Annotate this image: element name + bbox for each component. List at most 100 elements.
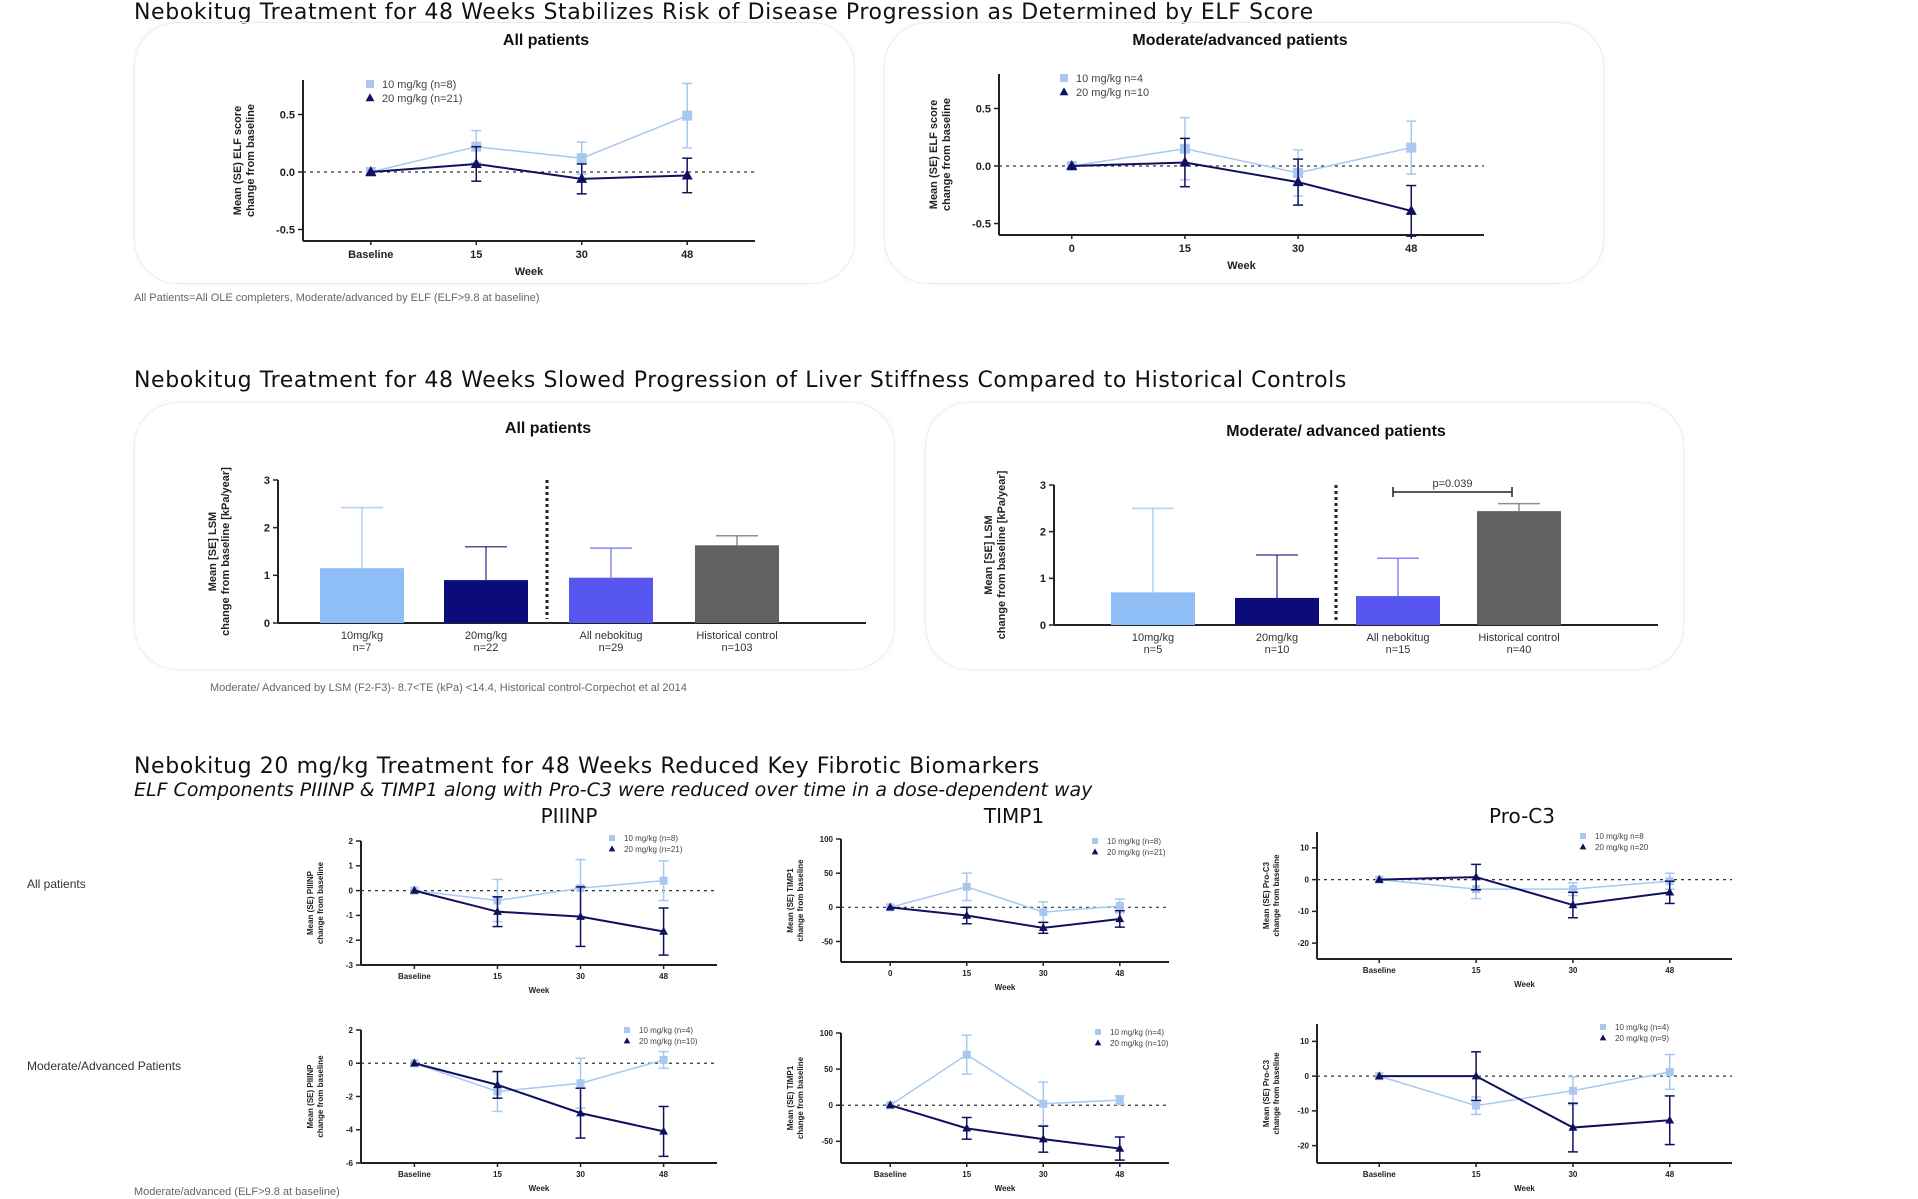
- x-tick-label: 0: [888, 969, 893, 978]
- data-point-20mg: [681, 169, 693, 180]
- y-axis-label: change from baseline [kPa/year]: [996, 470, 1008, 639]
- y-axis-label: Mean [SE] LSM: [983, 515, 995, 594]
- x-tick-label: 48: [1115, 1170, 1124, 1179]
- data-point-20mg: [1471, 872, 1481, 881]
- y-axis-label: Mean (SE) Pro-C3: [1262, 861, 1271, 929]
- y-tick-label: 50: [824, 1065, 833, 1074]
- x-tick-label: 48: [681, 249, 693, 261]
- data-point-20mg: [962, 1123, 972, 1132]
- y-axis-label: Mean (SE) PIIINP: [306, 870, 315, 935]
- y-tick-label: 2: [1040, 527, 1046, 539]
- data-point-20mg: [962, 910, 972, 919]
- x-tick-label: 30: [1039, 969, 1048, 978]
- column-title-piiinp: PIIINP: [540, 804, 598, 828]
- x-tick-label: 0: [1069, 243, 1075, 255]
- y-axis-label: change from baseline: [941, 98, 953, 211]
- y-tick-label: 100: [820, 1029, 834, 1038]
- x-tick-label: 15: [962, 1170, 971, 1179]
- legend-label: 10 mg/kg (n=8): [624, 834, 678, 843]
- legend-marker: [624, 1027, 630, 1033]
- x-axis-label: Week: [995, 1184, 1016, 1193]
- y-axis-label: change from baseline: [1272, 854, 1281, 937]
- y-tick-label: -50: [821, 937, 833, 946]
- legend-marker: [623, 1037, 631, 1044]
- data-point-10mg: [1406, 142, 1417, 153]
- series-line-10mg: [890, 886, 1120, 913]
- series-line-10mg: [889, 1053, 1120, 1106]
- x-tick-label: Baseline: [1363, 1170, 1396, 1179]
- x-tick-label: 30: [1292, 243, 1304, 255]
- data-point-20mg: [1665, 1115, 1675, 1124]
- y-tick-label: 0.5: [976, 103, 991, 115]
- legend-marker: [1060, 74, 1068, 82]
- data-point-20mg: [1038, 1134, 1048, 1143]
- data-point-20mg: [410, 885, 419, 894]
- x-tick-label: 15: [1472, 966, 1481, 975]
- data-point-20mg: [1038, 923, 1048, 932]
- series-line-20mg: [890, 906, 1120, 929]
- data-point-10mg: [1665, 1067, 1674, 1076]
- x-category-label: 20mg/kg: [465, 630, 507, 642]
- series-line-20mg: [889, 1104, 1120, 1150]
- legend-label: 20 mg/kg (n=10): [1110, 1039, 1169, 1048]
- legend-label: 10 mg/kg n=4: [1076, 73, 1143, 85]
- data-point-20mg: [1179, 156, 1191, 167]
- y-tick-label: 100: [820, 835, 834, 844]
- data-point-20mg: [410, 1058, 419, 1067]
- x-category-label: n=40: [1507, 644, 1532, 656]
- series-line-20mg: [1071, 161, 1412, 212]
- panel-lsm-moderate: [925, 402, 1684, 670]
- x-category-label: n=15: [1386, 644, 1411, 656]
- data-point-20mg: [1115, 914, 1125, 923]
- column-title-timp1: TIMP1: [983, 804, 1045, 828]
- y-axis-label: change from baseline: [245, 104, 257, 217]
- data-point-10mg: [1039, 1099, 1048, 1108]
- data-point-10mg: [1472, 1101, 1481, 1110]
- bar: [444, 580, 528, 623]
- bar: [569, 577, 653, 623]
- y-tick-label: 1: [1040, 573, 1046, 585]
- legend-label: 20 mg/kg (n=21): [1107, 848, 1166, 857]
- y-tick-label: 0.0: [280, 167, 295, 179]
- x-tick-label: 15: [493, 1170, 502, 1179]
- data-point-20mg: [1568, 900, 1578, 909]
- legend-label: 20 mg/kg (n=10): [639, 1037, 698, 1046]
- y-tick-label: 0: [1305, 875, 1310, 884]
- data-point-20mg: [365, 166, 377, 176]
- y-tick-label: -2: [346, 1092, 354, 1101]
- x-tick-label: Baseline: [398, 972, 431, 981]
- data-point-20mg: [576, 911, 585, 920]
- bar: [1356, 596, 1440, 625]
- y-axis-label: Mean (SE) TIMP1: [786, 868, 795, 933]
- section-title-elf: Nebokitug Treatment for 48 Weeks Stabili…: [134, 0, 1314, 25]
- series-line-10mg: [1071, 146, 1412, 174]
- panel-elf-all: [134, 22, 855, 284]
- legend-label: 20 mg/kg n=20: [1595, 843, 1649, 852]
- y-tick-label: 10: [1300, 844, 1309, 853]
- data-point-10mg: [576, 1079, 585, 1088]
- legend-marker: [609, 835, 615, 841]
- series-line-10mg: [414, 879, 664, 902]
- y-tick-label: -10: [1297, 907, 1309, 916]
- y-tick-label: 0: [829, 903, 834, 912]
- y-tick-label: -0.5: [276, 224, 295, 236]
- data-point-20mg: [1292, 176, 1304, 187]
- data-point-20mg: [1115, 1143, 1125, 1152]
- x-tick-label: 48: [659, 1170, 668, 1179]
- y-tick-label: 0: [1040, 620, 1046, 632]
- data-point-20mg: [493, 906, 502, 915]
- data-point-10mg: [1115, 1096, 1124, 1105]
- data-point-20mg: [885, 1100, 895, 1109]
- legend-marker: [1599, 1034, 1607, 1041]
- y-axis-label: change from baseline [kPa/year]: [220, 467, 232, 636]
- p-value-label: p=0.039: [1432, 478, 1472, 490]
- series-line-20mg: [370, 162, 688, 180]
- panel-title: Moderate/ advanced patients: [1226, 423, 1446, 440]
- y-tick-label: -20: [1297, 1141, 1309, 1150]
- y-axis-label: Mean (SE) PIIINP: [306, 1064, 315, 1129]
- x-tick-label: 15: [493, 972, 502, 981]
- y-tick-label: 0: [349, 1059, 354, 1068]
- y-tick-label: 0: [349, 886, 354, 895]
- y-axis-label: Mean (SE) ELF score: [232, 106, 244, 215]
- y-tick-label: -20: [1297, 939, 1309, 948]
